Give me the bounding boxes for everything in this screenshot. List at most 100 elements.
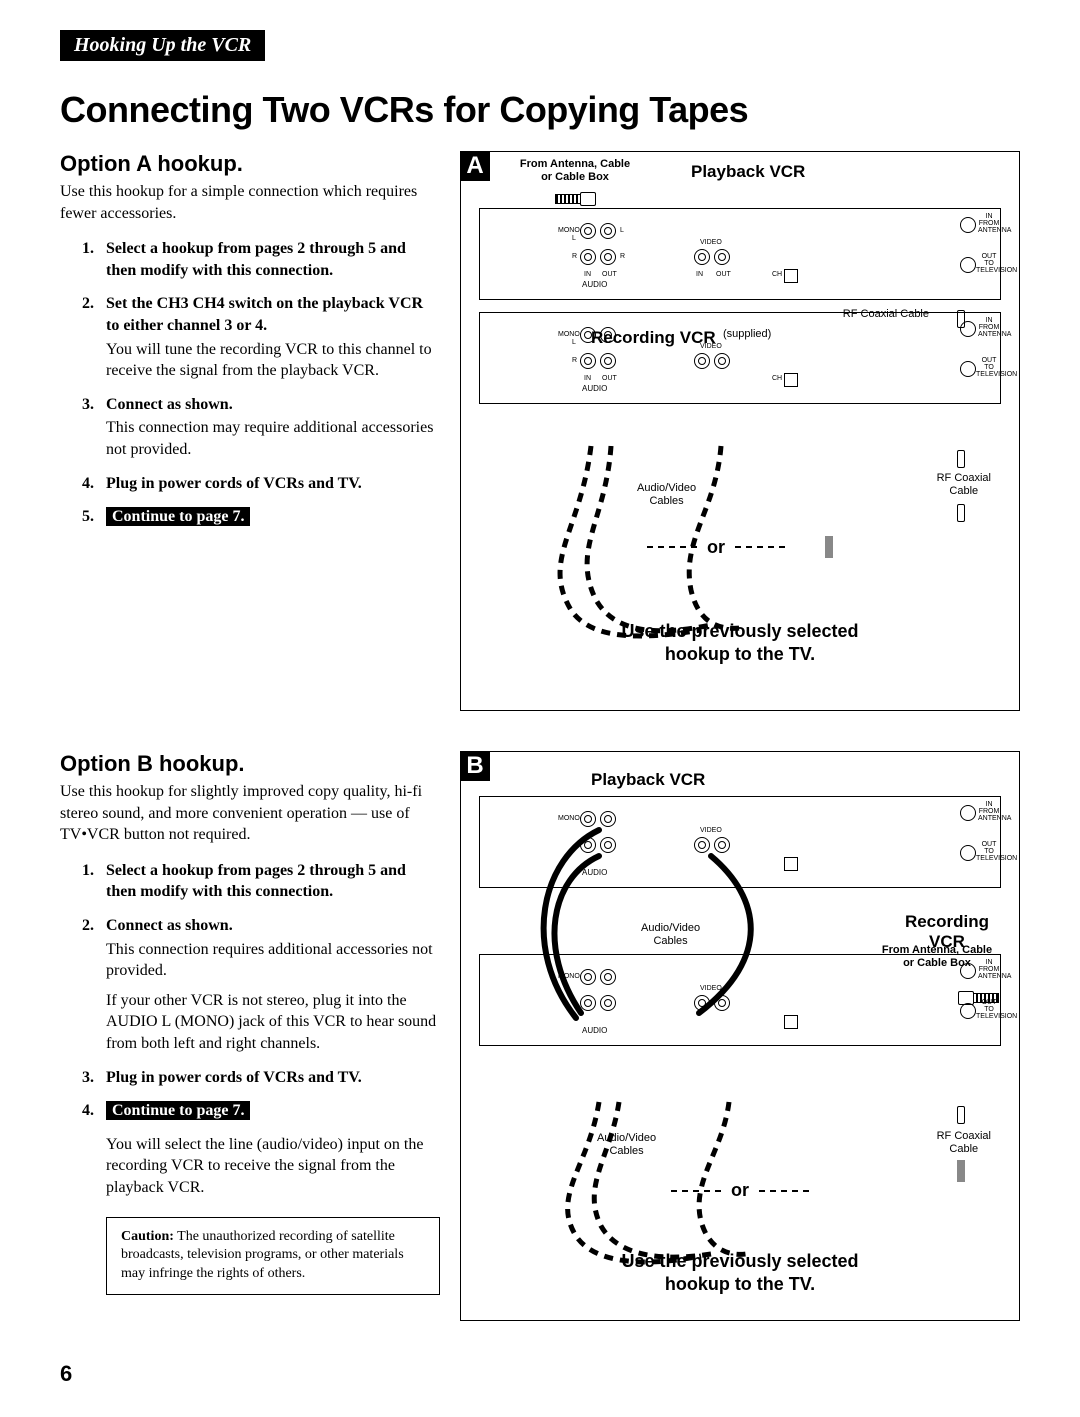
dash-icon [735,546,785,548]
recording-vcr-box-b: MONO AUDIO VIDEO IN FROM ANTENNA OUT TO … [479,954,1001,1046]
rca-jack-icon [694,995,710,1011]
step: Select a hookup from pages 2 through 5 a… [106,238,440,281]
step: Connect as shown.This connection require… [106,915,440,1055]
recording-vcr-box: MONO L R IN OUT AUDIO VIDEO CH IN FROM A… [479,312,1001,404]
rca-jack-icon [580,249,596,265]
rf-plug-icon [555,187,595,209]
rca-jack-icon [600,327,616,343]
mono-label: MONO [558,331,580,338]
audio-jacks-top [580,327,616,343]
option-b-intro: Use this hookup for slightly improved co… [60,781,440,846]
l-label: L [572,235,576,242]
big-note: Use the previously selected hookup to th… [461,620,1019,667]
coax-in-icon [960,217,976,233]
caution-box: Caution: The unauthorized recording of s… [106,1217,440,1296]
rca-jack-icon [600,995,616,1011]
step-body: This connection may require additional a… [106,417,440,460]
step: Continue to page 7.You will select the l… [106,1100,440,1198]
video-label: VIDEO [700,239,722,246]
option-a-intro: Use this hookup for a simple connection … [60,181,440,224]
av-cables-out-label: Audio/Video Cables [597,1132,656,1157]
rca-jack-icon [600,353,616,369]
out-tv-label: OUT TO TELEVISION [976,253,1002,274]
diagram-b: B Playback VCR MONO AUDIO [460,751,1020,1321]
rca-jack-icon [580,837,596,853]
main-title: Connecting Two VCRs for Copying Tapes [60,89,1020,131]
mono-label: MONO [558,973,580,980]
rca-jack-icon [600,969,616,985]
audio-jacks-top [580,969,616,985]
audio-jacks-bot [580,837,616,853]
ch-switch-icon [784,373,798,387]
rca-jack-icon [580,811,596,827]
step: Plug in power cords of VCRs and TV. [106,1067,440,1089]
coax-in-icon [960,963,976,979]
step-highlight: Continue to page 7. [106,507,250,526]
mono-label: MONO [558,815,580,822]
audio-jacks-top [580,811,616,827]
ch-switch-icon [784,857,798,871]
audio-jacks-bot [580,995,616,1011]
out-tv-label: OUT TO TELEVISION [976,999,1002,1020]
av-cables-label: Audio/Video Cables [637,482,696,507]
option-a-steps: Select a hookup from pages 2 through 5 a… [60,238,440,528]
rca-jack-icon [580,995,596,1011]
ch-label: CH [772,271,782,278]
option-a-heading: Option A hookup. [60,151,440,177]
r-label: R [572,253,577,260]
coax-in-icon [960,805,976,821]
option-b-row: Option B hookup. Use this hookup for sli… [60,751,1020,1321]
rca-jack-icon [600,249,616,265]
in-antenna-label: IN FROM ANTENNA [978,317,1000,338]
page-number: 6 [60,1361,1020,1387]
video-label: VIDEO [700,343,722,350]
audio-label: AUDIO [582,869,607,877]
out-tv-label: OUT TO TELEVISION [976,841,1002,862]
rca-jack-icon [600,223,616,239]
video-label: VIDEO [700,985,722,992]
option-b-heading: Option B hookup. [60,751,440,777]
video-jacks [694,249,730,265]
rca-jack-icon [580,327,596,343]
step-title: Plug in power cords of VCRs and TV. [106,475,362,492]
step-title: Select a hookup from pages 2 through 5 a… [106,240,406,279]
diagram-b-container: B Playback VCR MONO AUDIO [460,751,1020,1321]
in-antenna-label: IN FROM ANTENNA [978,959,1000,980]
video-label: VIDEO [700,827,722,834]
step: Set the CH3 CH4 switch on the playback V… [106,293,440,381]
from-antenna-group: From Antenna, Cable or Cable Box [505,158,645,209]
video-jacks [694,353,730,369]
step: Continue to page 7. [106,506,440,528]
dash-icon [671,1190,721,1192]
ch-switch-icon [784,1015,798,1029]
rca-jack-icon [600,837,616,853]
coax-in-icon [960,321,976,337]
r-label: R [572,357,577,364]
step-title: Connect as shown. [106,917,233,934]
rca-jack-icon [600,811,616,827]
cable-end-icon [825,536,833,558]
rca-jack-icon [714,837,730,853]
playback-vcr-box: MONO L R L R IN OUT AUDIO VIDEO IN OUT [479,208,1001,300]
step-title: Select a hookup from pages 2 through 5 a… [106,862,406,901]
option-b-text: Option B hookup. Use this hookup for sli… [60,751,440,1321]
rf-connector-icon [957,504,965,522]
rf-connector-icon [957,450,965,468]
playback-vcr-box-b: MONO AUDIO VIDEO IN FROM ANTENNA OUT TO … [479,796,1001,888]
video-jacks [694,837,730,853]
audio-label: AUDIO [582,281,607,289]
coax-out-icon [960,1003,976,1019]
audio-jacks-top [580,223,616,239]
mono-label: MONO [558,227,580,234]
option-a-text: Option A hookup. Use this hookup for a s… [60,151,440,711]
playback-vcr-label: Playback VCR [591,770,705,790]
option-a-row: Option A hookup. Use this hookup for a s… [60,151,1020,711]
step-title: Connect as shown. [106,396,233,413]
ch-label: CH [772,375,782,382]
dash-icon [759,1190,809,1192]
rca-jack-icon [580,223,596,239]
section-banner: Hooking Up the VCR [60,30,265,61]
step-title: Plug in power cords of VCRs and TV. [106,1069,362,1086]
audio-jacks-bot [580,353,616,369]
step: Connect as shown. This connection may req… [106,394,440,461]
